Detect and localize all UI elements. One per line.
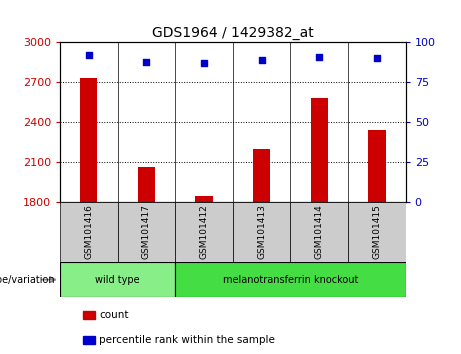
Text: GSM101412: GSM101412 [200,205,208,259]
Bar [348,202,406,262]
Point [200,60,207,66]
Point [258,57,266,63]
Bar [118,202,175,262]
Bar [368,130,385,202]
Bar [60,262,175,297]
Text: GSM101416: GSM101416 [84,204,93,259]
Bar [60,202,118,262]
Title: GDS1964 / 1429382_at: GDS1964 / 1429382_at [152,26,313,40]
Bar [138,167,155,202]
Text: melanotransferrin knockout: melanotransferrin knockout [223,275,358,285]
Text: count: count [99,310,129,320]
Bar [175,202,233,262]
Bar [80,78,97,202]
Point [85,52,92,58]
Text: GSM101414: GSM101414 [315,205,324,259]
Bar [233,202,290,262]
Text: genotype/variation: genotype/variation [0,275,55,285]
Text: wild type: wild type [95,275,140,285]
Text: percentile rank within the sample: percentile rank within the sample [99,335,275,345]
Bar [290,202,348,262]
Text: GSM101413: GSM101413 [257,204,266,259]
Bar [195,196,213,202]
Text: GSM101417: GSM101417 [142,204,151,259]
Text: GSM101415: GSM101415 [372,204,381,259]
Bar [175,262,406,297]
Point [315,54,323,59]
Bar [311,98,328,202]
Point [142,59,150,64]
Bar [253,149,270,202]
Point [373,56,381,61]
